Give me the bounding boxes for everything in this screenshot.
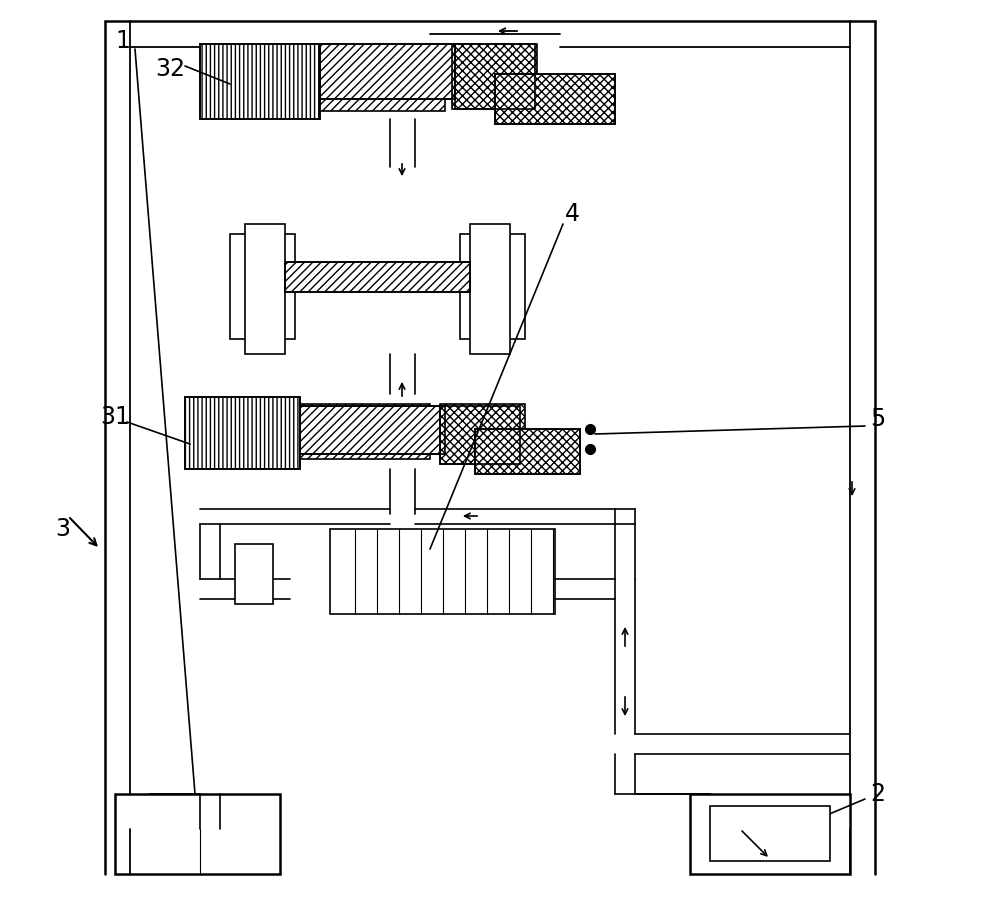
Text: 31: 31 — [100, 405, 130, 429]
Text: 3: 3 — [55, 517, 70, 541]
Bar — [475, 429, 580, 474]
Bar — [440, 404, 525, 464]
Bar — [495, 74, 615, 124]
Bar — [452, 44, 537, 109]
Bar — [230, 234, 295, 339]
Bar — [185, 397, 300, 469]
Text: 32: 32 — [155, 57, 185, 81]
Bar — [300, 404, 430, 459]
Bar — [470, 224, 510, 354]
Bar — [235, 544, 273, 604]
Bar — [440, 406, 520, 464]
Bar — [710, 806, 830, 861]
Bar — [245, 224, 285, 354]
Bar — [300, 406, 445, 454]
Bar — [475, 429, 580, 474]
Bar — [285, 262, 470, 292]
Bar — [455, 44, 535, 109]
Bar — [320, 44, 455, 99]
Bar — [200, 44, 320, 119]
Bar — [330, 529, 555, 614]
Bar — [115, 794, 280, 874]
Bar — [320, 44, 455, 99]
Bar — [320, 51, 445, 111]
Bar — [185, 397, 300, 469]
Bar — [285, 262, 470, 292]
Text: 2: 2 — [870, 782, 885, 806]
Bar — [495, 74, 615, 124]
Text: 5: 5 — [870, 407, 885, 431]
Text: 4: 4 — [565, 202, 580, 226]
Bar — [300, 406, 445, 454]
Text: 1: 1 — [115, 29, 130, 53]
Bar — [460, 234, 525, 339]
Bar — [690, 794, 850, 874]
Bar — [200, 44, 320, 119]
